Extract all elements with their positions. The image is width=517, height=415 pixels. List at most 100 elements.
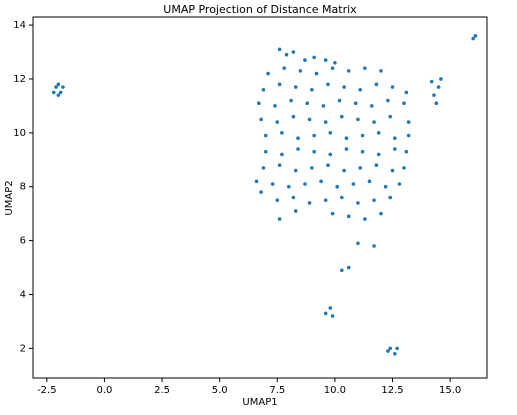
point (346, 214, 351, 219)
point (393, 136, 397, 141)
point (287, 184, 291, 189)
point (333, 60, 337, 65)
x-tick-label: 0.0 (96, 385, 112, 396)
point (386, 349, 390, 353)
x-tick-label: 10.0 (324, 385, 346, 396)
point (312, 55, 316, 60)
point (393, 147, 397, 151)
point (326, 82, 330, 87)
point (390, 85, 395, 89)
point (369, 104, 374, 108)
point (351, 182, 356, 186)
x-tick-label: 2.5 (154, 385, 170, 396)
point (367, 179, 372, 184)
point (337, 98, 342, 103)
point (372, 120, 376, 124)
point (298, 69, 303, 73)
point (432, 93, 436, 97)
y-axis-label: UMAP2 (4, 180, 15, 215)
chart-title: UMAP Projection of Distance Matrix (163, 3, 357, 16)
point (404, 149, 409, 154)
point (296, 147, 300, 151)
y-tick-label: 12 (13, 74, 26, 85)
point (280, 131, 284, 135)
point (386, 98, 390, 103)
x-tick-label: -2.5 (37, 385, 57, 396)
point (307, 201, 312, 205)
y-tick-label: 6 (20, 236, 26, 247)
point (282, 66, 286, 70)
point (310, 166, 314, 170)
point (379, 69, 383, 73)
x-tick-label: 7.5 (269, 385, 285, 396)
point (257, 101, 261, 106)
point (61, 85, 65, 89)
point (289, 98, 293, 103)
point (305, 101, 310, 106)
point (356, 201, 360, 205)
point (330, 211, 335, 216)
point (395, 346, 399, 351)
y-tick-label: 4 (20, 289, 26, 300)
point (312, 149, 316, 154)
point (360, 133, 365, 138)
point (374, 82, 379, 87)
point (402, 166, 406, 170)
point (340, 114, 344, 119)
point (261, 87, 266, 92)
point (312, 133, 316, 138)
point (436, 85, 441, 89)
point (388, 114, 393, 119)
point (358, 166, 363, 170)
point (275, 198, 280, 202)
point (406, 120, 411, 124)
x-axis-label: UMAP1 (242, 397, 277, 408)
y-tick-label: 2 (20, 343, 26, 354)
point (353, 101, 358, 106)
x-tick-label: 12.5 (381, 385, 403, 396)
point (254, 179, 259, 184)
point (328, 131, 333, 135)
point (390, 168, 395, 173)
point (340, 268, 344, 273)
point (277, 47, 282, 52)
point (280, 152, 284, 157)
point (344, 147, 349, 151)
point (261, 166, 266, 170)
point (473, 34, 478, 38)
point (323, 58, 328, 62)
point (363, 66, 367, 70)
point (383, 184, 388, 189)
point (303, 182, 307, 186)
point (56, 82, 61, 87)
point (388, 346, 393, 351)
point (328, 306, 333, 310)
point (376, 131, 381, 135)
point (303, 58, 307, 62)
point (363, 217, 367, 221)
point (374, 163, 379, 167)
point (293, 168, 298, 173)
point (335, 184, 340, 189)
point (360, 149, 365, 154)
point (356, 241, 360, 246)
point (346, 69, 351, 73)
point (263, 133, 268, 138)
point (314, 71, 319, 76)
point (372, 198, 376, 202)
point (263, 149, 268, 154)
point (58, 90, 63, 95)
point (406, 133, 411, 138)
point (307, 117, 312, 122)
point (330, 314, 335, 318)
point (259, 117, 263, 122)
y-tick-label: 8 (20, 182, 26, 193)
point (54, 85, 58, 89)
point (342, 85, 346, 89)
point (402, 101, 406, 106)
point (326, 163, 330, 167)
point (284, 52, 289, 57)
point (330, 66, 335, 70)
y-tick-label: 14 (13, 20, 26, 31)
